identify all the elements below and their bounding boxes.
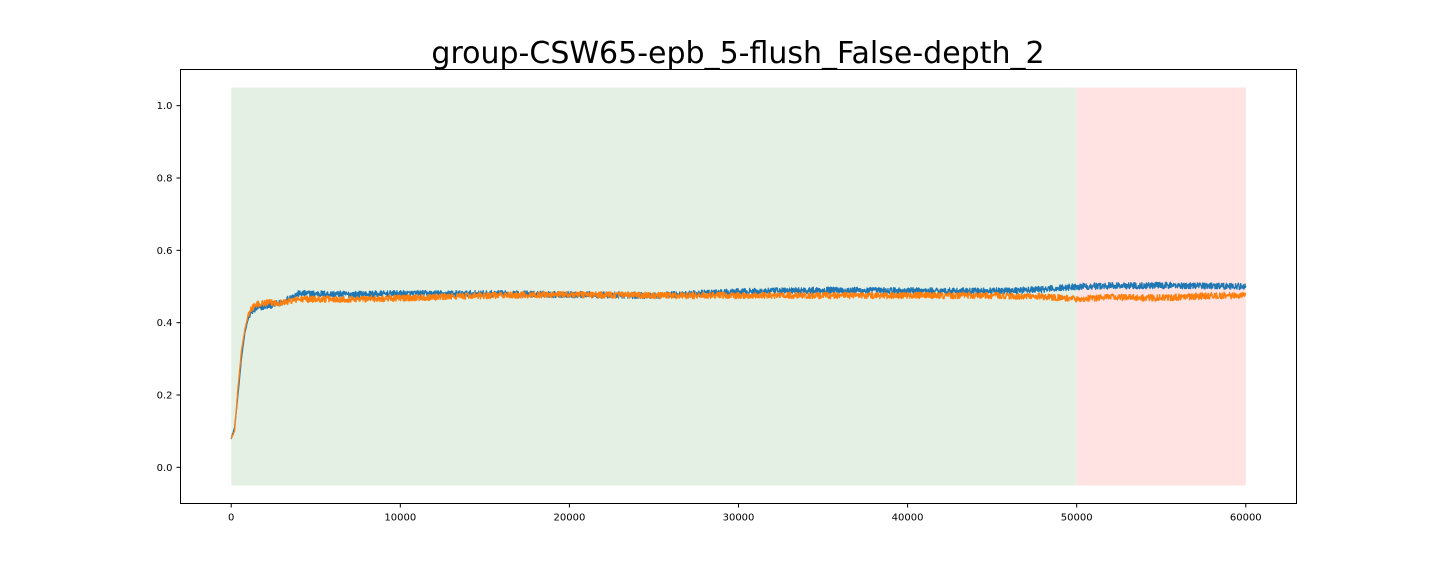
series-line-1 [230, 290, 1247, 439]
y-tick-label: 0.4 [157, 318, 173, 329]
chart-title: group-CSW65-epb_5-flush_False-depth_2 [431, 36, 1044, 71]
x-tick-label: 40000 [892, 513, 924, 524]
y-tick-label: 1.0 [157, 101, 173, 112]
y-tick-label: 0.8 [157, 174, 173, 185]
y-axis: 0.0 0.2 0.4 0.6 0.8 1.0 [157, 101, 181, 474]
x-tick-label: 10000 [384, 513, 416, 524]
x-tick-label: 0 [228, 513, 234, 524]
y-tick-label: 0.6 [157, 246, 173, 257]
x-tick-label: 60000 [1230, 513, 1262, 524]
shaded-region-0 [231, 87, 1077, 486]
x-tick-label: 50000 [1061, 513, 1093, 524]
y-tick-label: 0.2 [157, 391, 173, 402]
y-tick-label: 0.0 [157, 463, 173, 474]
x-tick-label: 30000 [723, 513, 755, 524]
plot-lines [230, 281, 1247, 440]
x-tick-label: 20000 [554, 513, 586, 524]
x-axis: 0 10000 20000 30000 40000 50000 60000 [228, 503, 1262, 524]
